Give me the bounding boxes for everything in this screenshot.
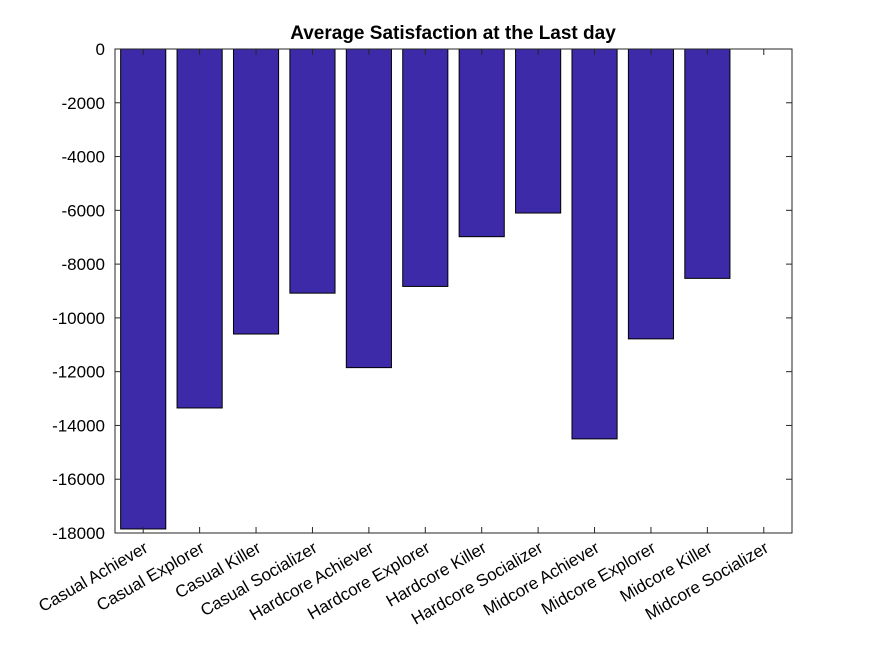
bar-casual-killer: [232, 48, 280, 335]
chart-title: Average Satisfaction at the Last day: [290, 23, 616, 44]
bar-hardcore-killer: [458, 48, 505, 238]
y-tick-label: -12000: [52, 363, 105, 382]
y-tick-label: -6000: [62, 201, 105, 220]
bar-casual-explorer: [176, 48, 223, 409]
y-tick-label: -10000: [52, 309, 105, 328]
y-tick-label: 0: [96, 40, 105, 59]
y-tick-label: -8000: [62, 255, 105, 274]
bars-layer: [120, 48, 731, 530]
bar-hardcore-achiever: [345, 48, 392, 369]
y-tick-label: -4000: [62, 148, 105, 167]
y-tick-label: -2000: [62, 94, 105, 113]
bar-casual-achiever: [120, 48, 167, 530]
bar-hardcore-socializer: [515, 48, 562, 214]
bar-midcore-explorer: [627, 48, 675, 340]
axes-layer: [114, 48, 793, 534]
y-tick-label: -18000: [52, 524, 105, 543]
y-tick-label: -14000: [52, 416, 105, 435]
y-tick-label: -16000: [52, 470, 105, 489]
bar-midcore-achiever: [571, 48, 618, 440]
bar-hardcore-explorer: [402, 48, 449, 287]
plot-area-border: [114, 48, 793, 534]
bar-casual-socializer: [289, 48, 336, 294]
bar-midcore-killer: [684, 48, 731, 279]
